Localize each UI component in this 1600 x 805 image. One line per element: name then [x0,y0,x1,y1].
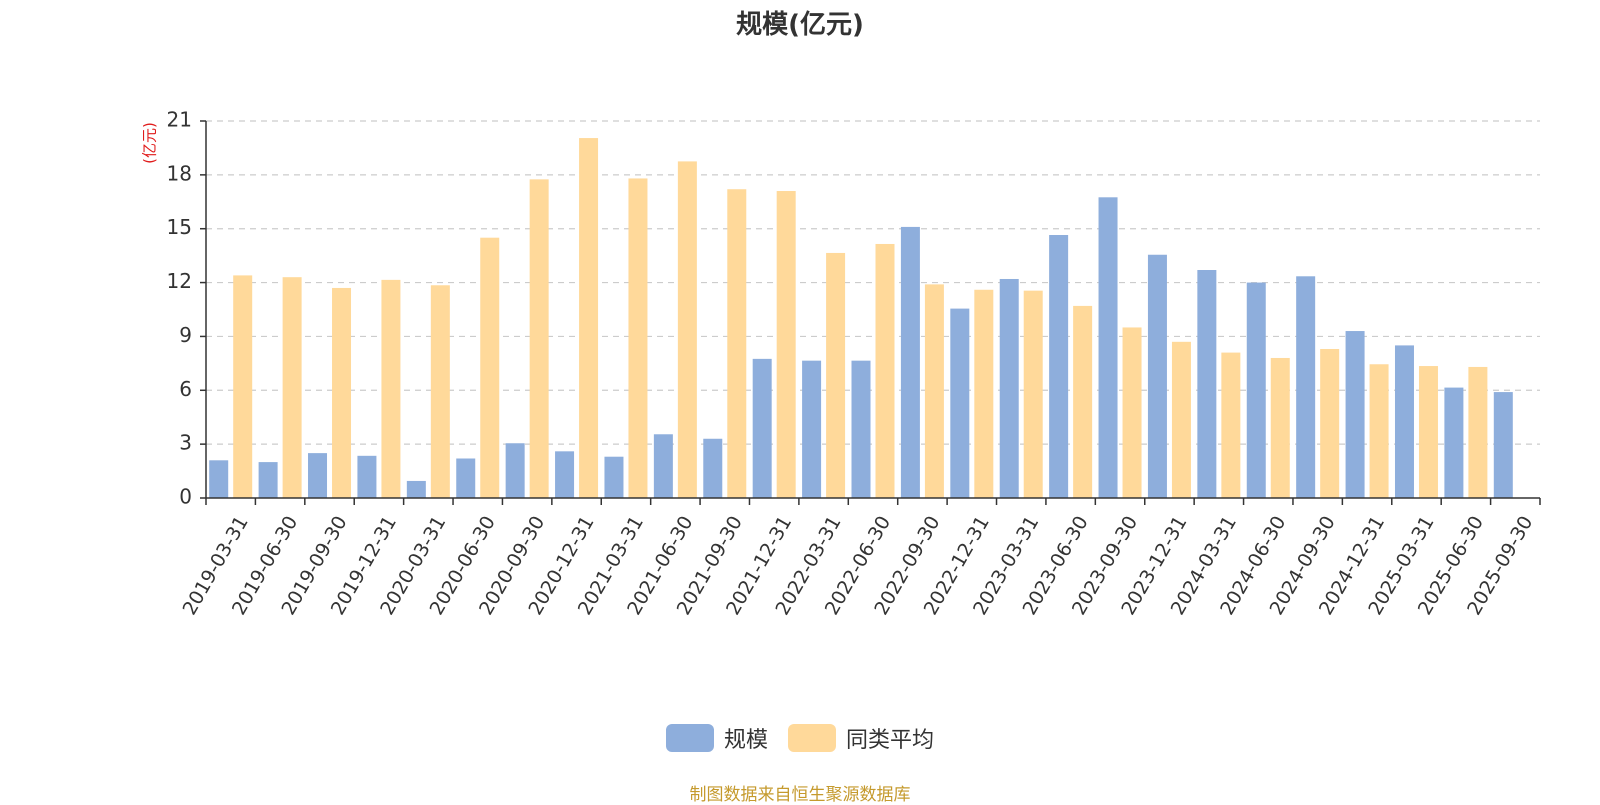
bar-peer-average[interactable] [1418,366,1438,498]
bar-scale[interactable] [555,451,575,498]
bar-scale[interactable] [1444,387,1464,498]
legend-item-peer-average[interactable]: 同类平均 [788,722,934,754]
bar-scale[interactable] [357,455,377,498]
bar-scale[interactable] [1197,270,1217,498]
bar-peer-average[interactable] [875,243,895,498]
y-tick-label: 6 [179,377,192,401]
y-tick-label: 21 [167,108,192,132]
bar-peer-average[interactable] [1320,348,1340,498]
bar-scale[interactable] [900,226,920,498]
bar-scale[interactable] [1049,234,1069,498]
bar-scale[interactable] [505,443,525,498]
bar-peer-average[interactable] [1171,341,1191,498]
bar-peer-average[interactable] [332,287,352,498]
y-tick-label: 18 [167,161,192,185]
bar-peer-average[interactable] [430,285,450,498]
bar-peer-average[interactable] [1023,290,1043,498]
bar-scale[interactable] [1147,254,1167,498]
bar-scale[interactable] [258,462,278,498]
bar-scale[interactable] [308,453,328,498]
legend-swatch-scale [665,724,714,752]
bar-scale[interactable] [802,360,822,498]
bar-scale[interactable] [1345,331,1365,498]
bar-scale[interactable] [703,438,723,498]
bar-scale[interactable] [1493,392,1513,498]
bar-peer-average[interactable] [1270,357,1290,498]
bar-peer-average[interactable] [727,189,747,498]
bar-peer-average[interactable] [1122,327,1142,498]
bar-peer-average[interactable] [282,277,302,498]
legend-label-scale: 规模 [723,728,768,753]
bar-peer-average[interactable] [776,191,796,498]
y-tick-label: 15 [167,215,192,239]
bar-peer-average[interactable] [1221,352,1241,498]
y-tick-label: 9 [179,323,192,347]
legend-swatch-peer-average [788,724,836,752]
bar-scale[interactable] [950,308,970,498]
source-note: 制图数据来自恒生聚源数据库 [689,785,911,805]
bar-scale[interactable] [209,460,229,498]
bar-peer-average[interactable] [480,237,500,498]
bar-peer-average[interactable] [579,138,599,499]
y-tick-label: 12 [167,269,192,293]
bar-scale[interactable] [1246,282,1266,498]
bar-scale[interactable] [1394,345,1414,498]
chart-title: 规模(亿元) [736,10,864,40]
bar-peer-average[interactable] [677,161,697,498]
bar-scale[interactable] [653,434,673,498]
bars [209,138,1513,499]
legend-item-scale[interactable]: 规模 [665,722,768,754]
bar-scale[interactable] [406,480,426,498]
bar-scale[interactable] [604,456,624,498]
bar-scale[interactable] [1296,276,1316,498]
bar-peer-average[interactable] [924,284,944,498]
bar-peer-average[interactable] [826,252,846,498]
legend: 规模 同类平均 [0,722,1600,754]
bar-scale[interactable] [456,458,476,498]
bar-peer-average[interactable] [1468,366,1488,498]
y-tick-label: 0 [179,485,192,509]
bar-scale[interactable] [999,278,1019,498]
bar-peer-average[interactable] [381,279,401,498]
legend-label-peer-average: 同类平均 [846,728,935,753]
bar-peer-average[interactable] [628,178,648,498]
bar-peer-average[interactable] [233,275,253,498]
bar-peer-average[interactable] [1369,364,1389,498]
bar-scale[interactable] [851,360,871,498]
y-tick-label: 3 [179,431,192,455]
bar-scale[interactable] [1098,197,1118,499]
bar-scale[interactable] [752,358,772,498]
grid-lines [206,120,1540,445]
y-axis-label: (亿元) [141,122,159,164]
bar-peer-average[interactable] [974,289,994,498]
bar-peer-average[interactable] [529,179,549,498]
bar-peer-average[interactable] [1073,305,1093,498]
